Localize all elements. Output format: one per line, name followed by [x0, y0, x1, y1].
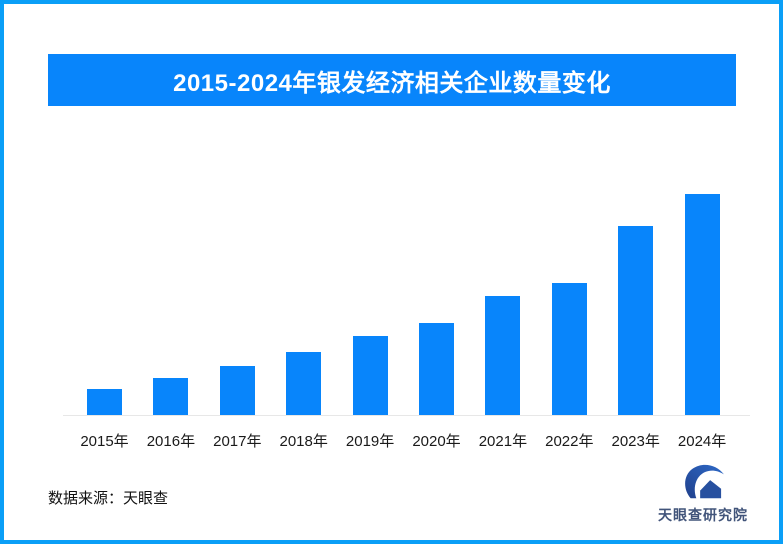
brand-logo-text: 天眼查研究院 — [658, 507, 748, 523]
x-tick-label-2015年: 2015年 — [80, 433, 129, 450]
bar-2020年 — [419, 323, 454, 415]
x-tick-label-2023年: 2023年 — [611, 433, 660, 450]
bar-2019年 — [352, 336, 388, 415]
bar-2022年 — [551, 283, 587, 415]
x-tick-label-2021年: 2021年 — [478, 433, 528, 450]
x-tick-label-2020年: 2020年 — [412, 433, 461, 450]
x-axis-line — [63, 415, 750, 416]
x-tick-label-2019年: 2019年 — [345, 433, 395, 450]
chart-title: 2015-2024年银发经济相关企业数量变化 — [173, 69, 611, 97]
bar-2024年 — [684, 194, 720, 415]
bar-2023年 — [618, 226, 654, 415]
bar-2015年 — [87, 389, 122, 415]
bar-2018年 — [286, 352, 322, 415]
brand-logo: 天眼查研究院 — [657, 463, 749, 525]
bar-2016年 — [153, 378, 189, 415]
bar-2017年 — [219, 366, 255, 415]
x-tick-label-2017年: 2017年 — [213, 433, 262, 450]
tianyancha-eye-icon — [685, 464, 724, 499]
x-tick-label-2024年: 2024年 — [677, 433, 727, 450]
chart-title-banner: 2015-2024年银发经济相关企业数量变化 — [48, 54, 736, 106]
x-tick-label-2022年: 2022年 — [545, 433, 594, 450]
x-tick-label-2018年: 2018年 — [279, 433, 328, 450]
data-source-label: 数据来源：天眼查 — [48, 490, 169, 507]
x-tick-label-2016年: 2016年 — [146, 433, 196, 450]
bar-2021年 — [485, 296, 521, 415]
